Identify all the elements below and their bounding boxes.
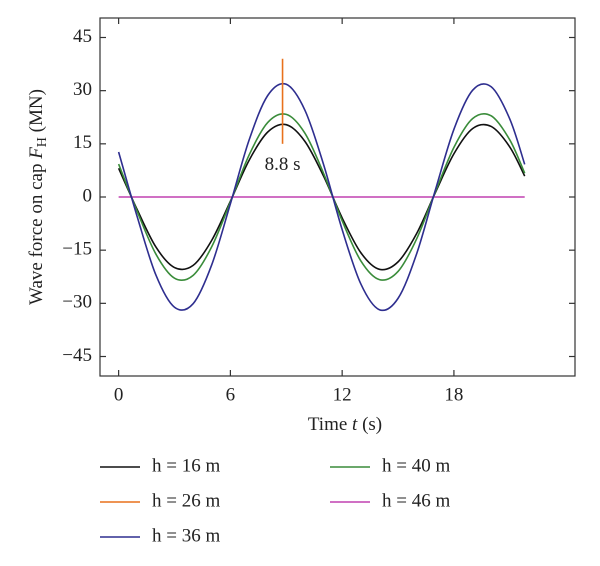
- y-axis-label: Wave force on cap FH (MN): [26, 89, 50, 305]
- legend-label: h = 36 m: [152, 525, 220, 546]
- y-tick-label: −45: [62, 345, 92, 366]
- legend-label: h = 46 m: [382, 490, 450, 511]
- legend-label: h = 40 m: [382, 455, 450, 476]
- x-tick-label: 6: [226, 384, 236, 405]
- y-tick-label: 15: [73, 132, 92, 153]
- y-tick-label: 45: [73, 26, 92, 47]
- y-tick-label: −15: [62, 239, 92, 260]
- x-tick-label: 12: [333, 384, 352, 405]
- series-line: [117, 112, 526, 282]
- x-tick-label: 0: [114, 384, 124, 405]
- y-tick-label: −30: [62, 292, 92, 313]
- y-tick-label: 0: [83, 185, 93, 206]
- x-axis-label: Time t (s): [308, 414, 382, 435]
- legend-label: h = 16 m: [152, 455, 220, 476]
- y-tick-label: 30: [73, 79, 92, 100]
- legend-label: h = 26 m: [152, 490, 220, 511]
- series-line: [117, 82, 526, 312]
- annotation: 8.8 s: [265, 154, 301, 175]
- x-tick-label: 18: [444, 384, 463, 405]
- series-line: [117, 123, 526, 271]
